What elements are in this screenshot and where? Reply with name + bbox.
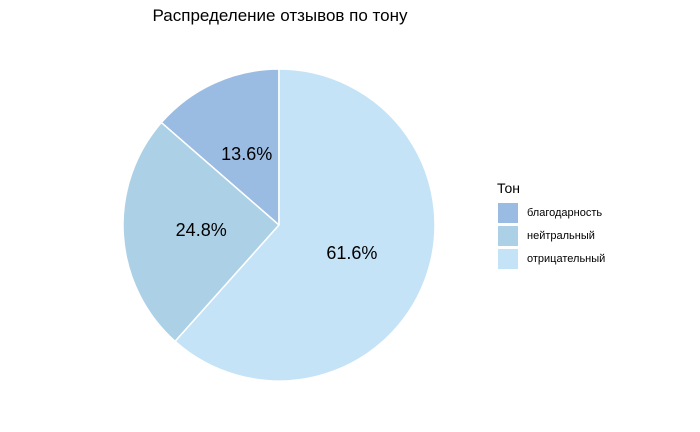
slice-percent-label: 61.6% [326,243,377,263]
legend-label: благодарность [527,207,602,219]
legend-swatch [498,226,518,246]
pie-slice-2 [122,121,281,343]
pie-slice-3 [174,68,436,382]
slice-labels: 13.6% 24.8% 61.6% [176,144,378,263]
slice-percent-label: 24.8% [176,220,227,240]
slice-percent-label: 13.6% [221,144,272,164]
pie-slice-1 [160,68,280,227]
legend: Тон благодарность нейтральный отрицательны… [497,180,605,269]
legend-title: Тон [497,180,520,196]
chart-title: Распределение отзывов по тону [153,6,408,25]
legend-swatch [498,249,518,269]
legend-swatch [498,203,518,223]
legend-label: отрицательный [527,253,605,265]
pie-slices [122,68,436,382]
legend-label: нейтральный [527,230,595,242]
